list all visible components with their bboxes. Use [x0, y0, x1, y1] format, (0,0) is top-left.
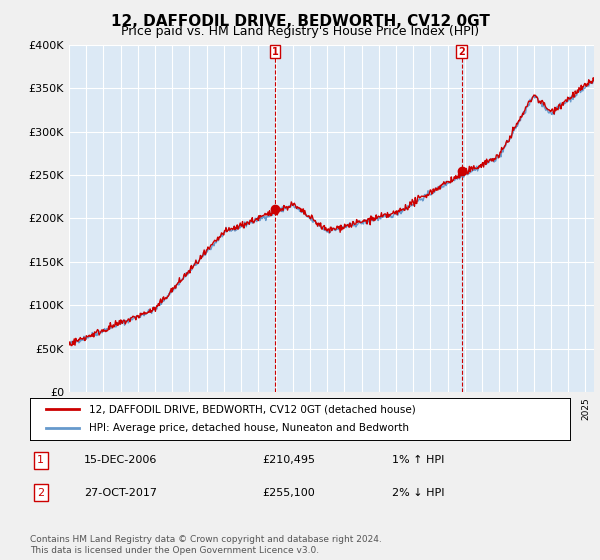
Text: HPI: Average price, detached house, Nuneaton and Bedworth: HPI: Average price, detached house, Nune… [89, 423, 409, 433]
Text: 1: 1 [271, 46, 278, 57]
Text: £255,100: £255,100 [262, 488, 315, 498]
Text: Price paid vs. HM Land Registry's House Price Index (HPI): Price paid vs. HM Land Registry's House … [121, 25, 479, 38]
Text: 27-OCT-2017: 27-OCT-2017 [84, 488, 157, 498]
Text: 1: 1 [37, 455, 44, 465]
Text: Contains HM Land Registry data © Crown copyright and database right 2024.: Contains HM Land Registry data © Crown c… [30, 535, 382, 544]
Text: This data is licensed under the Open Government Licence v3.0.: This data is licensed under the Open Gov… [30, 546, 319, 555]
Text: 2: 2 [458, 46, 465, 57]
Text: 12, DAFFODIL DRIVE, BEDWORTH, CV12 0GT: 12, DAFFODIL DRIVE, BEDWORTH, CV12 0GT [110, 14, 490, 29]
Text: 15-DEC-2006: 15-DEC-2006 [84, 455, 157, 465]
Text: £210,495: £210,495 [262, 455, 315, 465]
Text: 2% ↓ HPI: 2% ↓ HPI [392, 488, 444, 498]
Text: 1% ↑ HPI: 1% ↑ HPI [392, 455, 444, 465]
Text: 12, DAFFODIL DRIVE, BEDWORTH, CV12 0GT (detached house): 12, DAFFODIL DRIVE, BEDWORTH, CV12 0GT (… [89, 404, 416, 414]
Text: 2: 2 [37, 488, 44, 498]
